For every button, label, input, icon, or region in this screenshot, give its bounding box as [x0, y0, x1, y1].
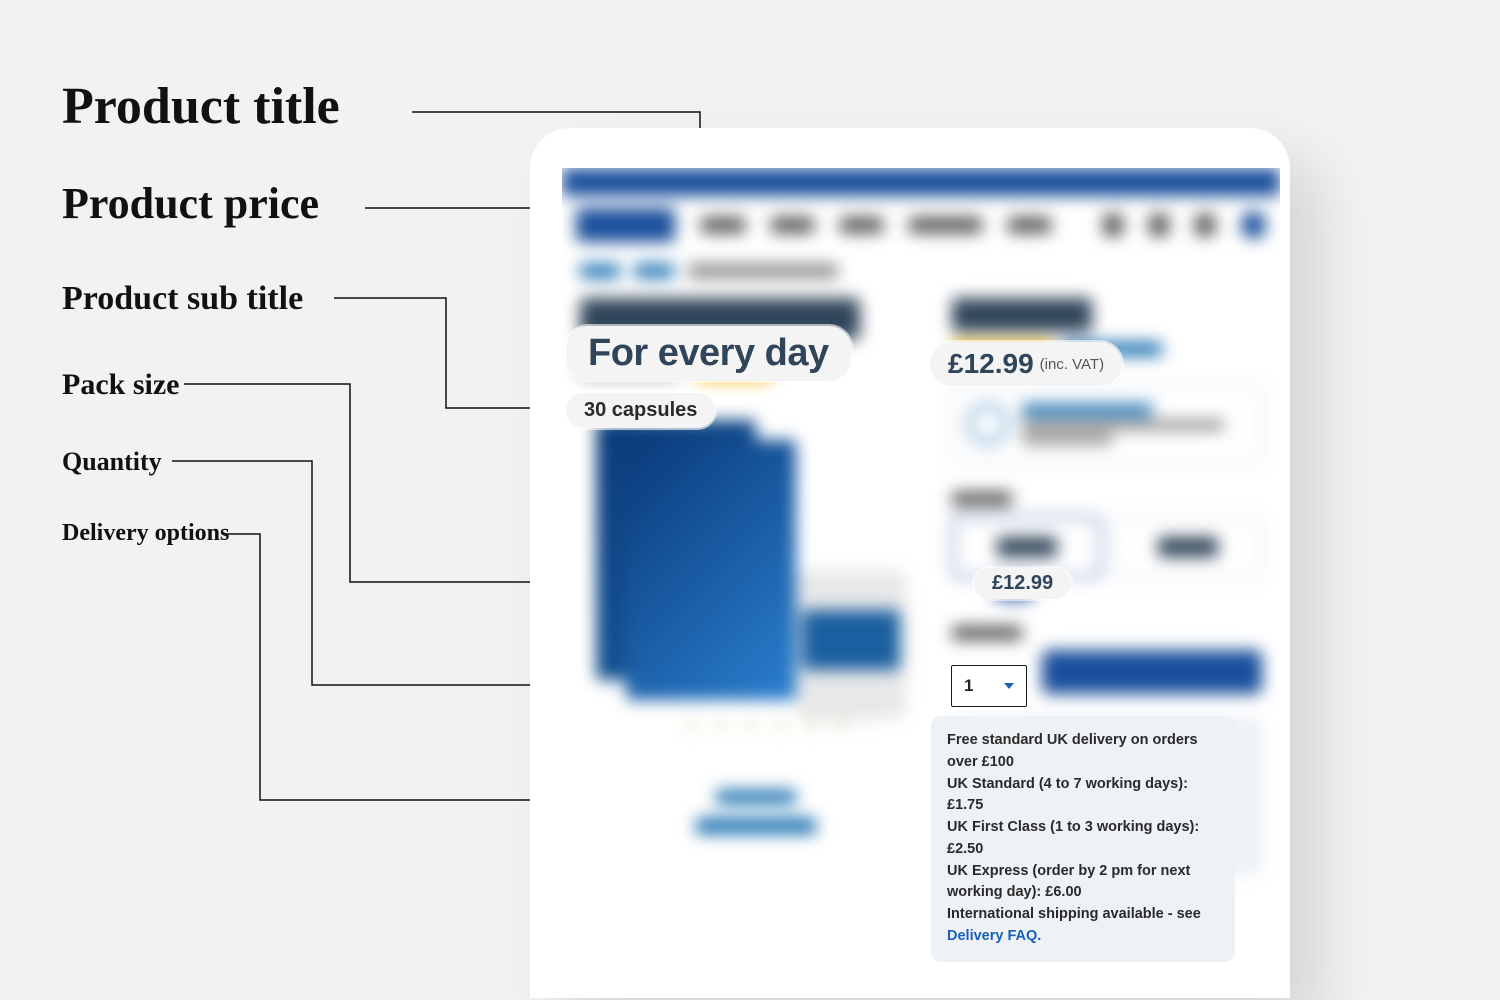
product-title-text: For every day [588, 332, 829, 375]
product-price-vat: (inc. VAT) [1040, 356, 1104, 373]
delivery-line-firstclass: UK First Class (1 to 3 working days): £2… [947, 817, 1219, 861]
annotation-quantity: Quantity [62, 448, 162, 477]
callout-product-title: For every day [566, 326, 851, 381]
delivery-faq-link[interactable]: Delivery FAQ. [947, 928, 1041, 944]
callout-product-price: £12.99 (inc. VAT) [930, 342, 1122, 386]
annotation-product-title: Product title [62, 78, 340, 135]
quantity-select[interactable]: 1 [951, 665, 1027, 707]
delivery-line-international: International shipping available - see D… [947, 904, 1219, 948]
callout-pack-price: £12.99 [974, 568, 1071, 599]
annotation-product-price: Product price [62, 180, 319, 228]
product-subtitle-text: 30 capsules [584, 399, 697, 422]
annotation-product-subtitle: Product sub title [62, 280, 303, 317]
delivery-options-panel: Free standard UK delivery on orders over… [931, 716, 1235, 962]
delivery-line-express: UK Express (order by 2 pm for next worki… [947, 861, 1219, 905]
chevron-down-icon [1004, 683, 1014, 689]
delivery-intl-text: International shipping available - see [947, 906, 1201, 922]
delivery-line-standard: UK Standard (4 to 7 working days): £1.75 [947, 774, 1219, 818]
pack-price-value: £12.99 [992, 572, 1053, 595]
annotation-delivery: Delivery options [62, 520, 229, 546]
annotation-pack-size: Pack size [62, 368, 179, 401]
product-price-value: £12.99 [948, 348, 1034, 380]
quantity-value: 1 [964, 676, 973, 696]
callout-product-subtitle: 30 capsules [566, 393, 715, 428]
delivery-line-free: Free standard UK delivery on orders over… [947, 730, 1219, 774]
